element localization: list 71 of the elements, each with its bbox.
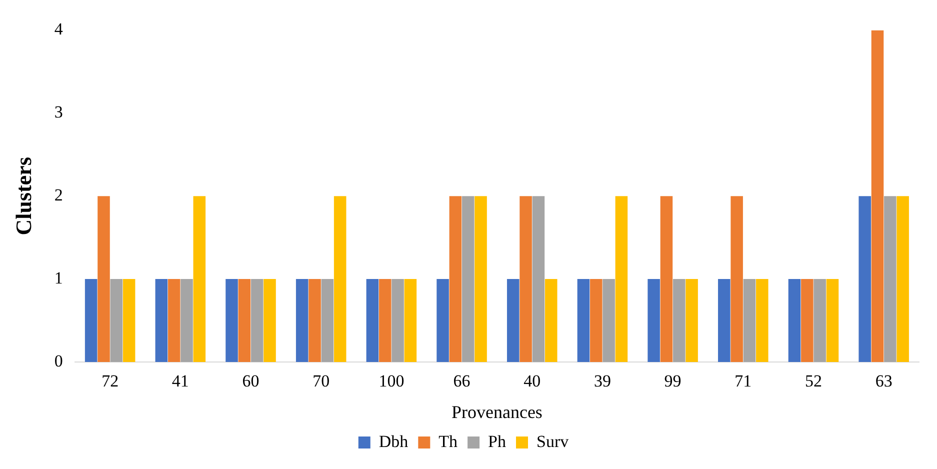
- x-tick-label: 52: [804, 372, 822, 391]
- bar: [392, 279, 404, 362]
- x-tick-label: 39: [594, 372, 611, 391]
- bar: [378, 279, 392, 362]
- bar: [520, 196, 532, 362]
- x-tick-label: 40: [524, 372, 541, 391]
- bar: [686, 279, 698, 362]
- bar: [155, 279, 168, 362]
- bar: [896, 196, 909, 362]
- bar: [474, 196, 487, 362]
- bar: [366, 279, 379, 362]
- x-tick-label: 72: [102, 372, 119, 391]
- bar: [602, 279, 615, 362]
- legend-label: Th: [438, 432, 458, 451]
- y-tick-label: 2: [54, 186, 63, 205]
- bar: [506, 279, 520, 362]
- bar: [672, 279, 686, 362]
- x-tick-label: 66: [453, 372, 470, 391]
- x-tick-label: 100: [378, 372, 404, 391]
- bar: [788, 279, 801, 362]
- bar: [858, 196, 871, 362]
- bar: [296, 279, 308, 362]
- bar: [577, 279, 590, 362]
- bar: [264, 279, 276, 362]
- legend-label: Ph: [488, 432, 506, 451]
- bar: [826, 279, 839, 362]
- y-axis-title: Clusters: [10, 156, 36, 236]
- bar: [615, 196, 628, 362]
- bar: [730, 196, 743, 362]
- bar: [334, 196, 346, 362]
- bar: [238, 279, 251, 362]
- x-tick-label: 60: [242, 372, 260, 391]
- bar: [308, 279, 321, 362]
- bar: [871, 30, 884, 362]
- x-tick-label: 70: [312, 372, 330, 391]
- bar: [814, 279, 826, 362]
- bar: [462, 196, 474, 362]
- legend-label: Dbh: [378, 432, 409, 451]
- bar: [743, 279, 756, 362]
- bar: [590, 279, 602, 362]
- y-tick-label: 4: [54, 20, 64, 39]
- bar: [110, 279, 123, 362]
- bar: [193, 196, 206, 362]
- x-axis-title: Provenances: [451, 402, 542, 422]
- x-tick-label: 99: [664, 372, 682, 391]
- bar: [449, 196, 462, 362]
- bar: [84, 279, 98, 362]
- x-tick-label: 63: [875, 372, 892, 391]
- bar: [884, 196, 896, 362]
- bar: [180, 279, 193, 362]
- bar: [226, 279, 238, 362]
- y-tick-label: 1: [54, 268, 63, 288]
- bar: [648, 279, 660, 362]
- bar: [122, 279, 136, 362]
- bar: [168, 279, 180, 362]
- y-tick-label: 3: [54, 102, 63, 122]
- x-tick-label: 41: [172, 372, 189, 391]
- bar: [250, 279, 264, 362]
- bar: [544, 279, 558, 362]
- x-tick-label: 71: [734, 372, 752, 391]
- bar: [532, 196, 545, 362]
- legend-label: Surv: [536, 432, 570, 451]
- bar: [321, 279, 334, 362]
- bar: [98, 196, 110, 362]
- bar: [718, 279, 730, 362]
- bar: [801, 279, 814, 362]
- bar: [436, 279, 449, 362]
- bar: [660, 196, 673, 362]
- bar: [404, 279, 417, 362]
- bar: [756, 279, 768, 362]
- y-tick-label: 0: [54, 351, 63, 370]
